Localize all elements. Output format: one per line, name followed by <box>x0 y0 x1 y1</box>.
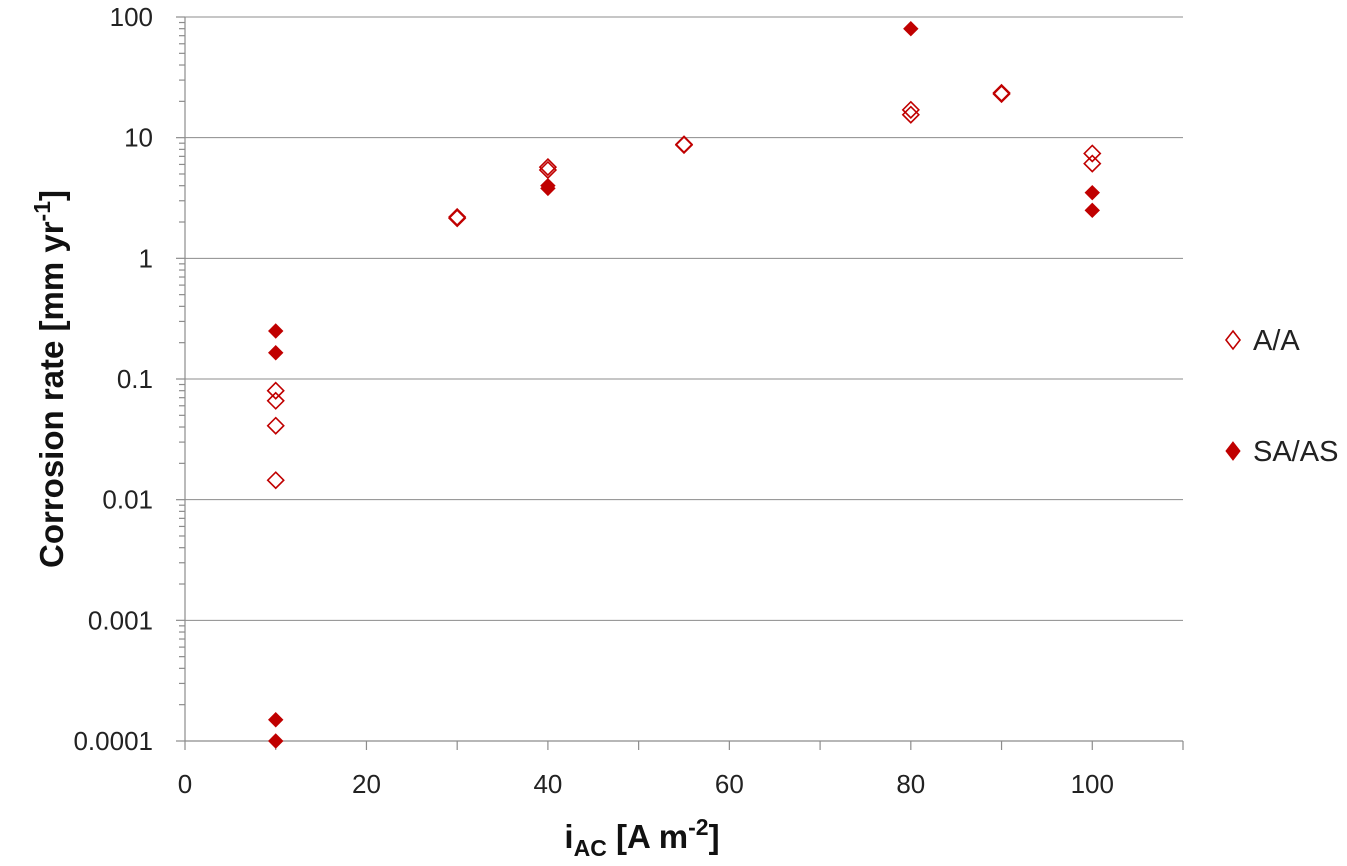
x-tick-label: 100 <box>1071 769 1114 799</box>
data-point-a-a <box>448 209 467 228</box>
data-points <box>266 20 1102 749</box>
data-point-a-a <box>538 157 558 177</box>
y-axis-title-end: ] <box>33 190 70 201</box>
y-axis-title-sup: -1 <box>29 201 55 222</box>
y-tick-label: 0.001 <box>88 605 153 635</box>
legend-marker-filled-diamond <box>1225 441 1241 461</box>
data-point-sa-as <box>1084 202 1100 219</box>
y-axis-title-main: Corrosion rate [mm yr <box>33 221 70 568</box>
data-point-a-a <box>1083 154 1102 173</box>
data-point-a-a <box>901 105 920 124</box>
legend-label-a-a: A/A <box>1253 325 1300 357</box>
data-point-sa-as <box>540 180 556 197</box>
data-point-a-a <box>448 207 467 227</box>
x-axis-title-end: ] <box>709 818 720 855</box>
x-axis-title: iAC [A m-2] <box>564 814 719 861</box>
data-point-sa-as <box>903 20 919 37</box>
legend-marker-open-diamond <box>1224 329 1242 351</box>
y-tick-label: 100 <box>110 2 153 32</box>
y-tick-label: 10 <box>124 123 153 153</box>
y-tick-label: 0.0001 <box>73 726 153 756</box>
legend: A/A SA/AS <box>1224 325 1338 468</box>
data-point-a-a <box>266 391 285 410</box>
x-tick-label: 60 <box>715 769 744 799</box>
x-tick-label: 20 <box>352 769 381 799</box>
x-tick-label: 80 <box>896 769 925 799</box>
x-tick-label: 0 <box>178 769 192 799</box>
data-point-a-a <box>538 160 558 180</box>
data-point-a-a <box>674 135 694 155</box>
data-point-sa-as <box>268 712 284 728</box>
data-point-sa-as <box>1084 184 1100 201</box>
legend-item-a-a: A/A <box>1224 325 1300 357</box>
x-axis-title-sub: AC <box>574 835 607 861</box>
y-tick-label: 0.1 <box>117 364 153 394</box>
data-point-a-a <box>901 100 920 119</box>
data-point-sa-as <box>268 733 284 749</box>
data-point-a-a <box>266 416 285 435</box>
tick-labels: 0.0001 0.001 0.01 0.1 1 10 100 0 20 40 60 80 100 <box>73 2 1113 799</box>
data-point-a-a <box>1083 144 1102 163</box>
gridlines <box>185 16 1183 621</box>
data-point-sa-as <box>268 345 284 361</box>
legend-item-sa-as: SA/AS <box>1225 436 1338 468</box>
y-tick-label: 1 <box>139 243 153 273</box>
axes <box>176 16 1184 750</box>
y-tick-label: 0.01 <box>102 485 153 515</box>
y-axis-title: Corrosion rate [mm yr-1] <box>29 190 70 568</box>
data-point-a-a <box>992 84 1011 104</box>
data-point-a-a <box>266 471 285 490</box>
x-axis-title-main: i <box>564 818 573 855</box>
data-point-sa-as <box>268 323 284 339</box>
legend-label-sa-as: SA/AS <box>1253 436 1338 468</box>
x-tick-label: 40 <box>533 769 562 799</box>
data-point-a-a <box>266 381 285 400</box>
x-axis-title-sup: -2 <box>688 814 708 840</box>
x-axis-title-rest: [A m <box>607 818 688 855</box>
